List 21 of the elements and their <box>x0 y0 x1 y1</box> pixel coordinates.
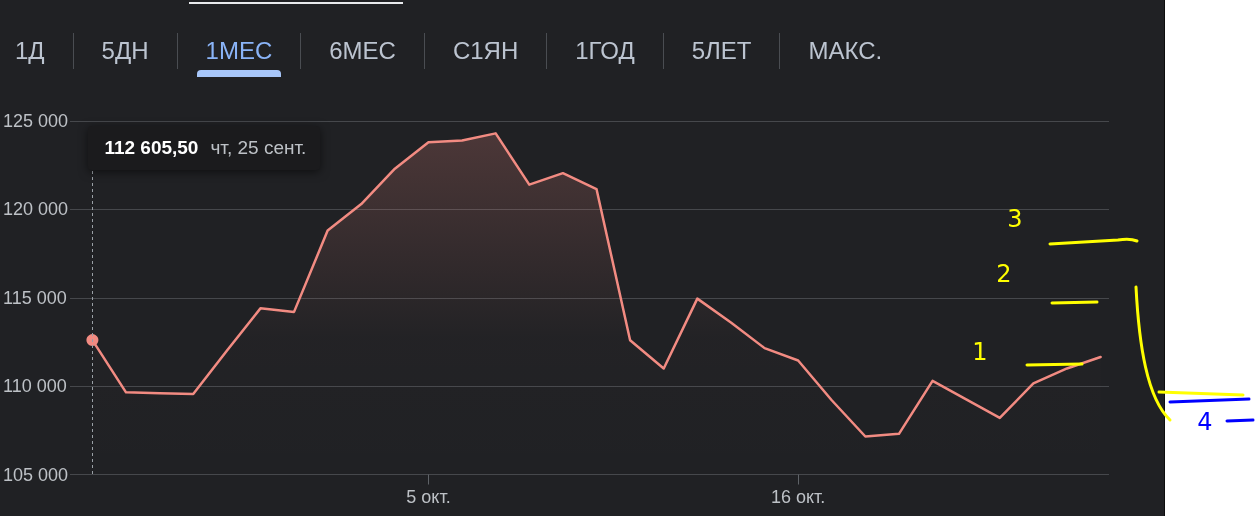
y-tick-label: 110 000 <box>3 376 67 397</box>
text: 1МЕС <box>176 33 301 69</box>
annotation: 2 <box>996 260 1012 288</box>
text: МАКС. <box>779 33 911 69</box>
text: 5ДН <box>72 33 177 69</box>
y-tick-label: 125 000 <box>3 111 69 131</box>
annotation: чт, 25 сент. <box>210 137 307 159</box>
text: 1Д <box>0 33 73 69</box>
text: 6МЕС <box>300 33 424 69</box>
text: 5ЛЕТ <box>662 33 780 69</box>
annotation: 3 <box>1007 205 1023 233</box>
x-tick-label: 16 окт. <box>770 486 826 507</box>
annotation: 1 <box>972 338 988 366</box>
text: С1ЯН <box>423 33 547 69</box>
y-tick-label: 105 000 <box>3 464 69 485</box>
y-tick-label: 115 000 <box>3 287 67 308</box>
annotation: 112 605,50 <box>104 137 199 159</box>
x-tick-label: 5 окт. <box>406 486 451 507</box>
y-tick-label: 120 000 <box>3 199 69 220</box>
text: 4 <box>1197 408 1213 436</box>
text: 1ГОД <box>546 33 663 69</box>
